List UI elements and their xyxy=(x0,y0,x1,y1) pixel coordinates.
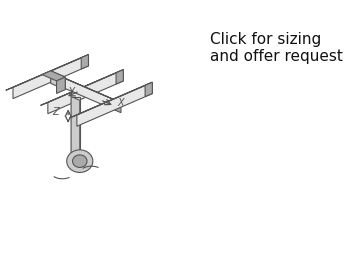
Polygon shape xyxy=(114,100,121,113)
Text: Click for sizing
and offer request: Click for sizing and offer request xyxy=(210,31,343,64)
Text: Z: Z xyxy=(52,107,59,117)
Polygon shape xyxy=(71,97,80,162)
Polygon shape xyxy=(70,82,152,118)
Polygon shape xyxy=(42,71,65,81)
Text: X: X xyxy=(118,98,124,108)
Polygon shape xyxy=(51,72,114,110)
Polygon shape xyxy=(81,55,89,69)
Polygon shape xyxy=(71,158,89,162)
Text: Y: Y xyxy=(68,87,74,97)
Circle shape xyxy=(72,155,87,167)
Circle shape xyxy=(67,150,93,172)
Polygon shape xyxy=(77,82,152,126)
Polygon shape xyxy=(13,55,89,99)
Polygon shape xyxy=(48,70,123,114)
Polygon shape xyxy=(6,55,89,90)
Polygon shape xyxy=(71,97,80,158)
Polygon shape xyxy=(116,70,123,84)
Polygon shape xyxy=(41,70,123,105)
Polygon shape xyxy=(145,82,152,97)
Polygon shape xyxy=(51,71,65,90)
Polygon shape xyxy=(51,72,121,103)
Polygon shape xyxy=(57,77,65,93)
